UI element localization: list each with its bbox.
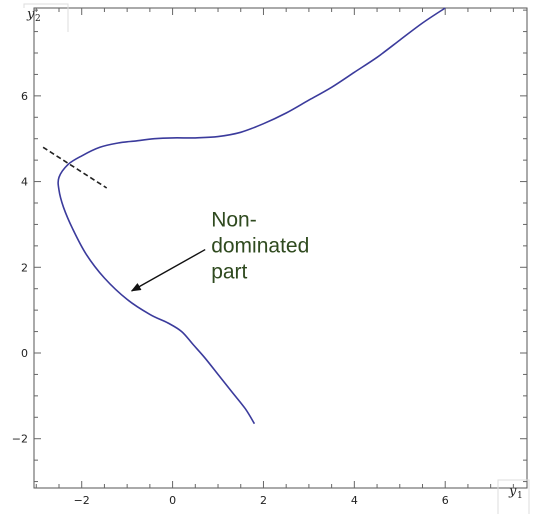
y-tick-label: 4 — [21, 176, 28, 189]
dashed-line — [42, 146, 108, 189]
annotation-text-line: dominated — [211, 235, 309, 258]
plot-border — [33, 7, 528, 489]
annotation-text-line: Non- — [211, 209, 257, 232]
y-tick-label: 0 — [21, 347, 28, 360]
x-axis-label-sub: 1 — [517, 491, 523, 501]
x-tick-label: −2 — [74, 494, 90, 507]
axis-ticks: −2 0 2 4 6 −2 0 2 4 6 — [12, 8, 527, 507]
y-tick-label: 6 — [21, 90, 28, 103]
y-axis-label-sub: 2 — [35, 14, 41, 24]
x-tick-label: 6 — [442, 494, 449, 507]
annotation-layer: Non-dominated part — [130, 209, 309, 292]
x-axis-label-var: y — [508, 484, 517, 499]
y-axis-label-var: y — [26, 7, 35, 22]
x-axis-label: y 1 — [508, 484, 523, 501]
plot-frame — [23, 3, 530, 514]
x-tick-label: 0 — [169, 494, 176, 507]
annotation-arrow — [130, 248, 206, 292]
x-tick-label: 4 — [351, 494, 358, 507]
y-tick-label: −2 — [12, 433, 28, 446]
y-label-box — [23, 3, 69, 32]
annotation-text-line: part — [211, 261, 247, 284]
y-axis-label: y 2 — [26, 7, 41, 24]
x-tick-label: 2 — [260, 494, 267, 507]
x-label-box — [497, 479, 530, 514]
series-layer — [42, 7, 446, 425]
series-line — [57, 7, 446, 425]
y-tick-label: 2 — [21, 261, 28, 274]
